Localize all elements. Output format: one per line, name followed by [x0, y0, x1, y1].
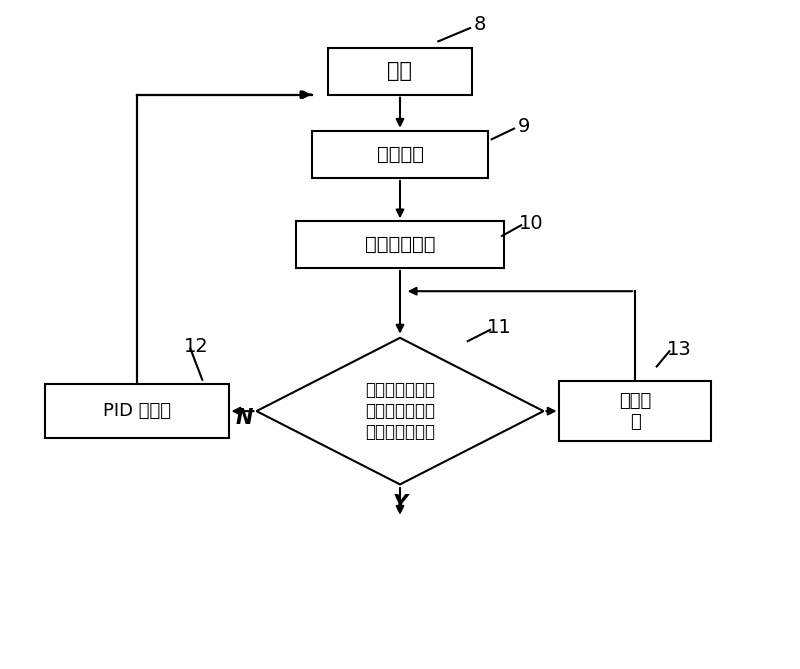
Text: 11: 11: [487, 318, 512, 337]
FancyBboxPatch shape: [296, 221, 504, 268]
Text: 等待延
时: 等待延 时: [619, 392, 651, 431]
FancyBboxPatch shape: [559, 381, 711, 441]
Text: 9: 9: [518, 117, 530, 136]
FancyBboxPatch shape: [46, 385, 229, 438]
Polygon shape: [257, 338, 543, 484]
Text: N: N: [236, 408, 254, 427]
Text: 13: 13: [666, 340, 691, 359]
Text: PID 控制器: PID 控制器: [103, 402, 171, 420]
Text: 12: 12: [184, 337, 209, 356]
Text: Y: Y: [393, 494, 407, 514]
Text: 开始: 开始: [387, 62, 413, 82]
Text: 10: 10: [519, 213, 544, 233]
Text: 弧流当前值与设
定值比较值是否
在允许的范围内: 弧流当前值与设 定值比较值是否 在允许的范围内: [365, 381, 435, 441]
FancyBboxPatch shape: [312, 131, 488, 178]
Text: 8: 8: [474, 15, 486, 34]
FancyBboxPatch shape: [328, 48, 472, 94]
Text: 阴极加热电流: 阴极加热电流: [365, 235, 435, 254]
Text: 灯丝电流: 灯丝电流: [377, 145, 423, 164]
